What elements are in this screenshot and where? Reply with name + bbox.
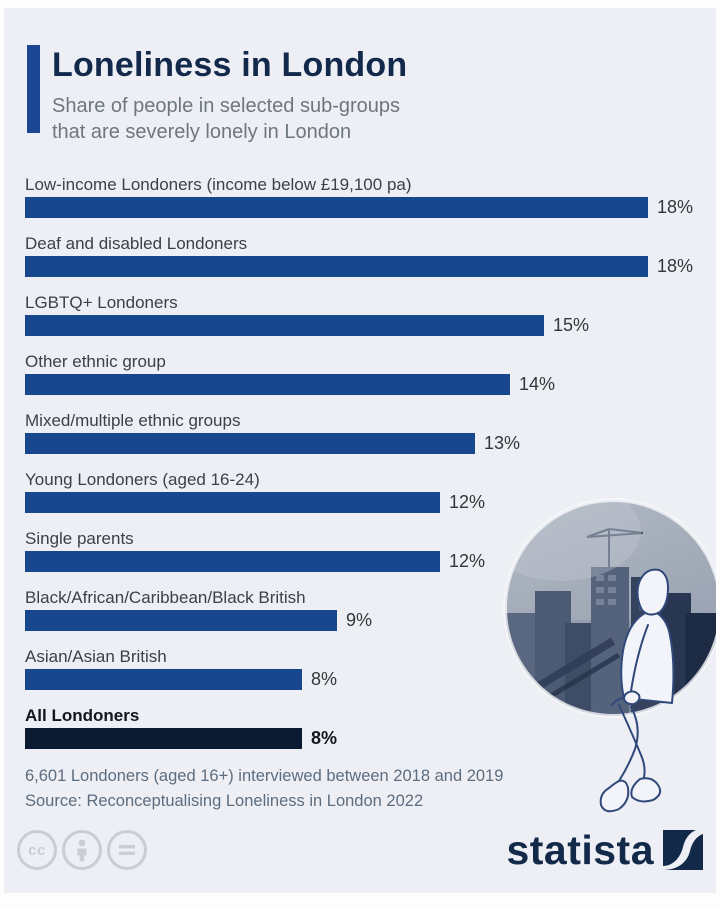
category-label: Deaf and disabled Londoners <box>25 234 248 253</box>
category-label: Black/African/Caribbean/Black British <box>25 588 306 607</box>
chart-row: LGBTQ+ Londoners 15% <box>25 292 706 336</box>
bar-line: 13% <box>25 433 706 454</box>
subtitle-line-2: that are severely lonely in London <box>52 121 352 143</box>
statista-logo[interactable]: statista <box>506 827 703 873</box>
bar-line: 15% <box>25 315 706 336</box>
category-label: Young Londoners (aged 16-24) <box>25 470 260 489</box>
license-icons: cc <box>17 830 147 870</box>
chart-row: Black/African/Caribbean/Black British 9% <box>25 587 706 631</box>
cc-icon[interactable]: cc <box>17 830 57 870</box>
bar-line: 8% <box>25 728 706 749</box>
bar <box>25 256 648 277</box>
category-label: Mixed/multiple ethnic groups <box>25 411 241 430</box>
value-label: 12% <box>449 551 486 571</box>
chart-row: Single parents 12% <box>25 528 706 572</box>
bar-line: 8% <box>25 669 706 690</box>
chart-row: All Londoners 8% <box>25 705 706 749</box>
bar <box>25 315 544 336</box>
statista-wordmark: statista <box>506 827 654 873</box>
category-label: LGBTQ+ Londoners <box>25 293 178 312</box>
chart-row: Other ethnic group 14% <box>25 351 706 395</box>
title-accent-bar <box>27 45 40 133</box>
page-title: Loneliness in London <box>52 46 408 84</box>
lonely-person-illustration <box>503 498 716 813</box>
infographic-card: Loneliness in London Share of people in … <box>4 8 716 893</box>
bar <box>25 551 440 572</box>
value-label: 9% <box>346 610 373 630</box>
footer-notes: 6,601 Londoners (aged 16+) interviewed b… <box>4 764 716 814</box>
chart-row: Mixed/multiple ethnic groups 13% <box>25 410 706 454</box>
bar-line: 14% <box>25 374 706 395</box>
attribution-person-icon[interactable] <box>62 830 102 870</box>
header-text: Loneliness in London Share of people in … <box>52 45 407 145</box>
category-label: All Londoners <box>25 706 140 725</box>
branding-row: cc statista <box>4 827 716 873</box>
chart-row: Low-income Londoners (income below £19,1… <box>25 174 706 218</box>
value-label: 12% <box>449 492 486 512</box>
source-note: Source: Reconceptualising Loneliness in … <box>25 792 424 810</box>
value-label: 18% <box>657 197 694 217</box>
subtitle-line-1: Share of people in selected sub-groups <box>52 95 401 117</box>
value-label: 18% <box>657 256 694 276</box>
header: Loneliness in London Share of people in … <box>4 8 716 145</box>
category-label: Single parents <box>25 529 134 548</box>
bar <box>25 433 475 454</box>
bar <box>25 197 648 218</box>
value-label: 15% <box>553 315 590 335</box>
chart-row: Deaf and disabled Londoners 18% <box>25 233 706 277</box>
category-label: Other ethnic group <box>25 352 166 371</box>
bar <box>25 728 302 749</box>
bar-line: 12% <box>25 492 706 513</box>
chart-row: Young Londoners (aged 16-24) 12% <box>25 469 706 513</box>
bar <box>25 374 510 395</box>
seated-person-outline <box>599 568 675 813</box>
value-label: 14% <box>519 374 556 394</box>
subtitle: Share of people in selected sub-groups th… <box>52 93 407 145</box>
chart-row: Asian/Asian British 8% <box>25 646 706 690</box>
bar-line: 12% <box>25 551 706 572</box>
survey-note: 6,601 Londoners (aged 16+) interviewed b… <box>25 767 504 785</box>
statista-logo-icon <box>663 830 703 870</box>
equals-icon[interactable] <box>107 830 147 870</box>
bar-line: 18% <box>25 256 706 277</box>
bar-chart: Low-income Londoners (income below £19,1… <box>4 174 716 749</box>
bar <box>25 610 337 631</box>
value-label: 13% <box>484 433 521 453</box>
bar-line: 9% <box>25 610 706 631</box>
category-label: Asian/Asian British <box>25 647 167 666</box>
value-label: 8% <box>311 728 338 748</box>
bar <box>25 492 440 513</box>
bar-line: 18% <box>25 197 706 218</box>
value-label: 8% <box>311 669 338 689</box>
bar <box>25 669 302 690</box>
category-label: Low-income Londoners (income below £19,1… <box>25 175 412 194</box>
